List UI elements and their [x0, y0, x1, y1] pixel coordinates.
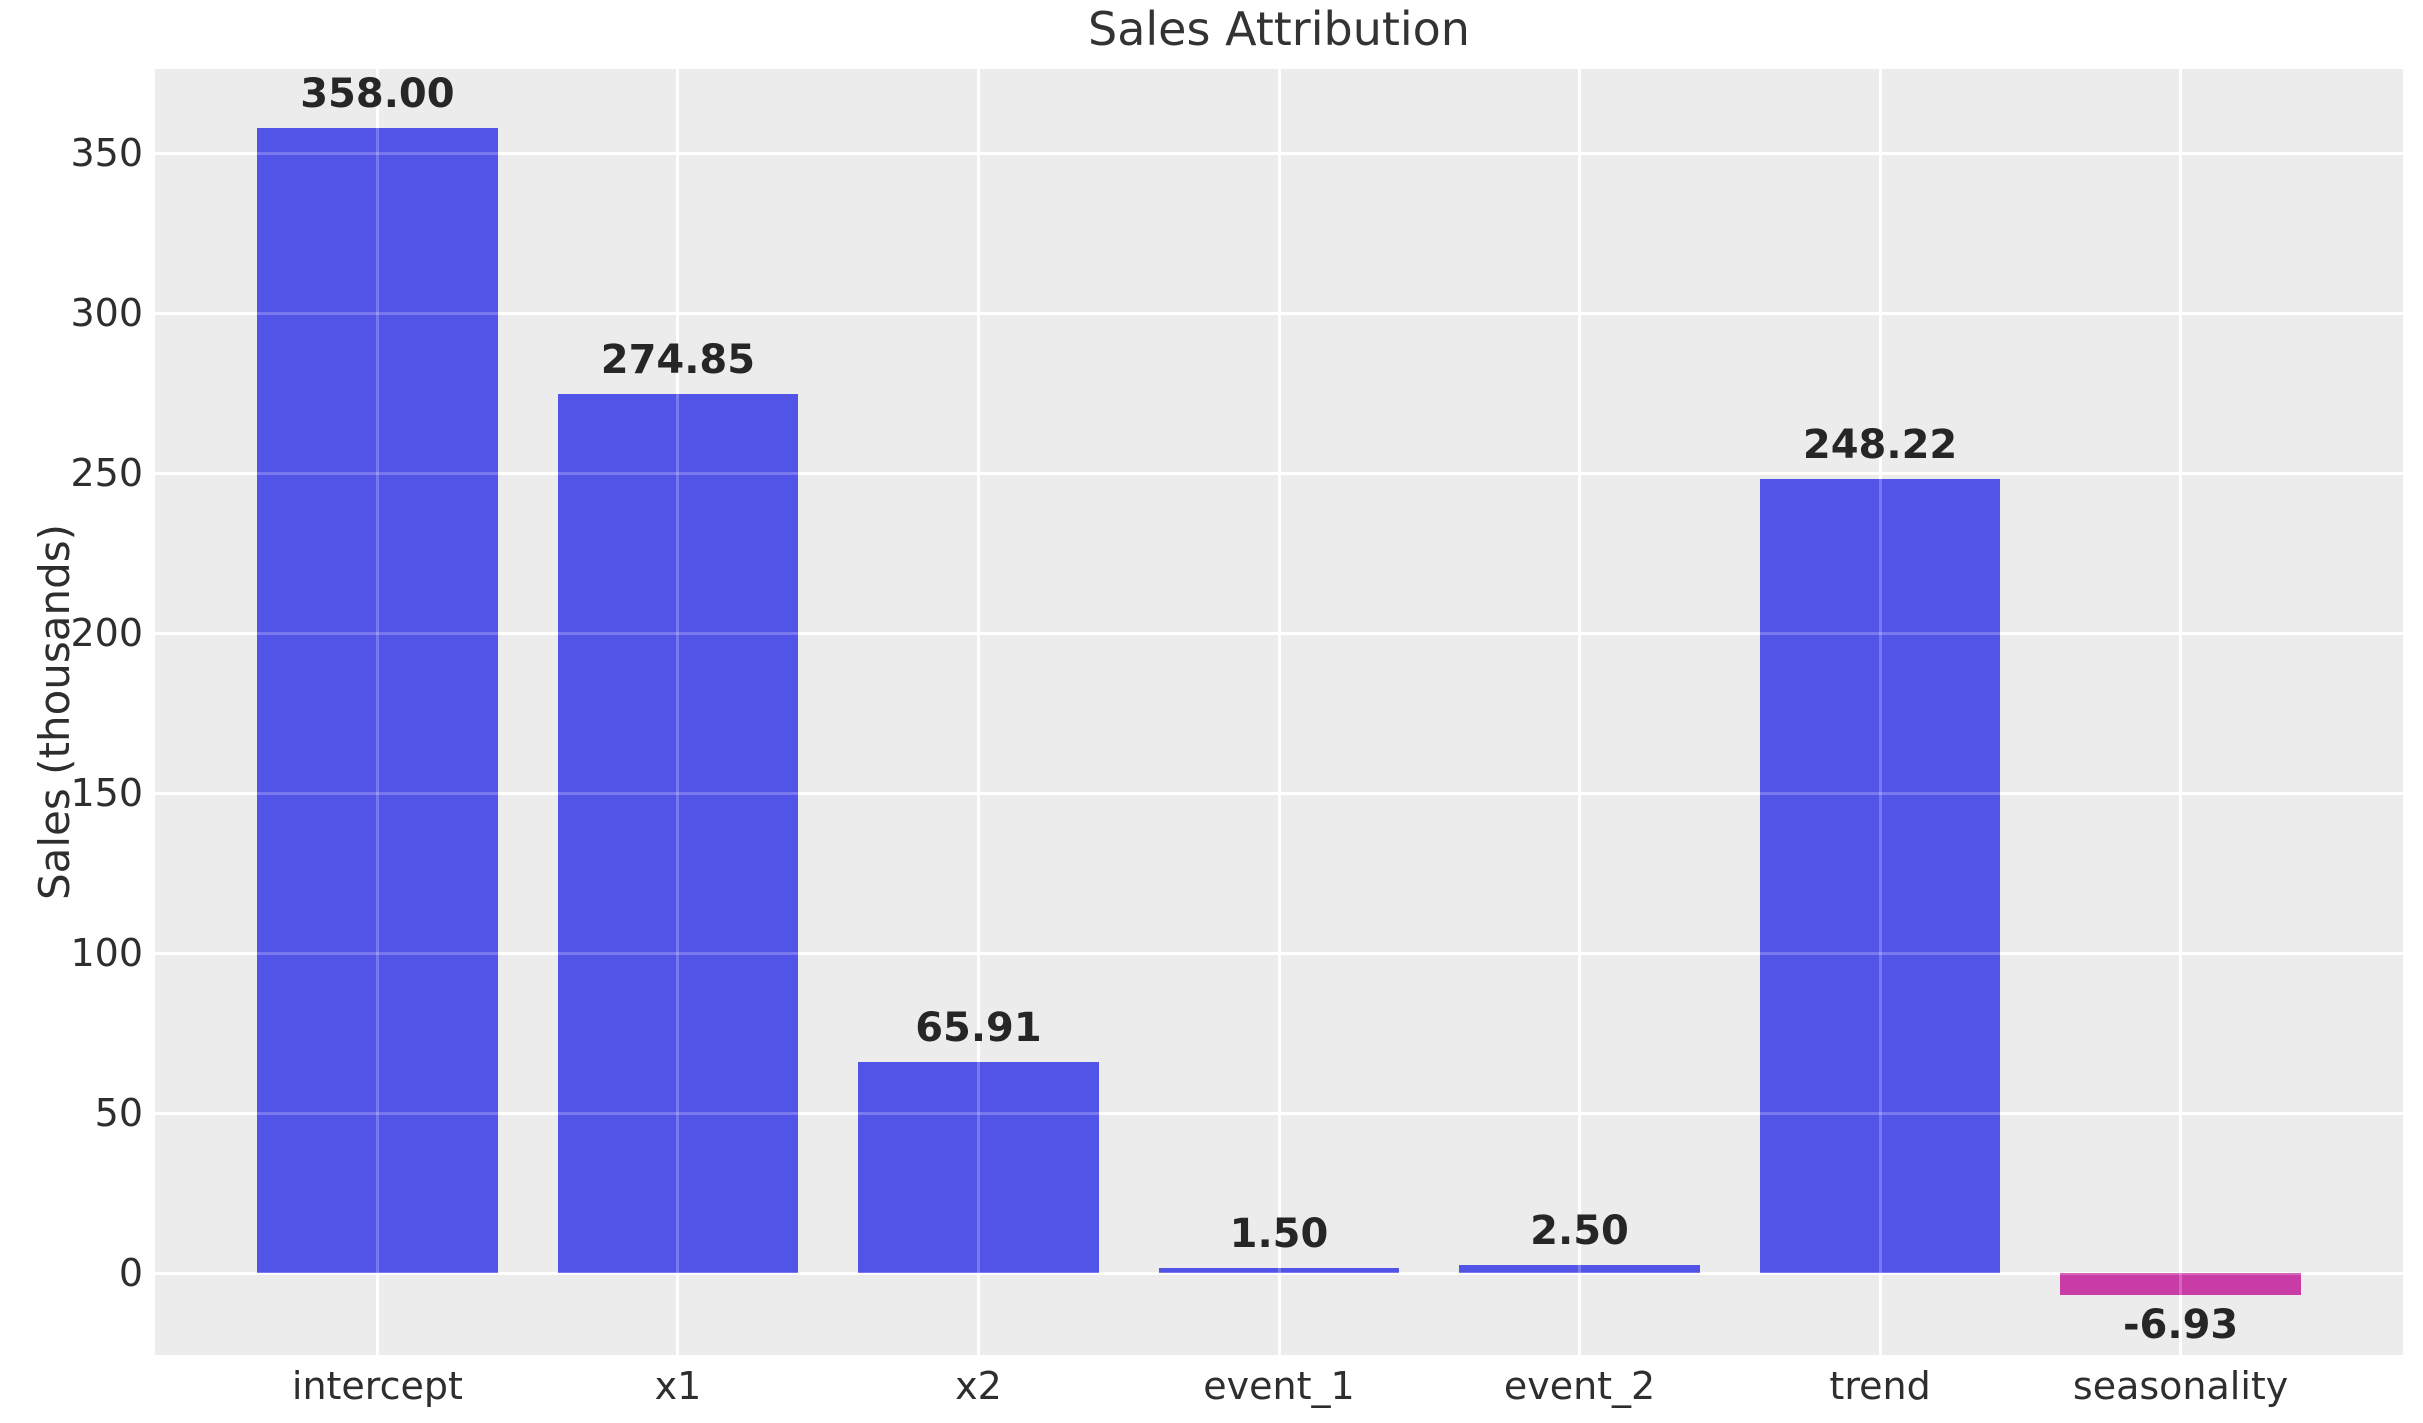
bar-value-x1: 274.85: [600, 336, 756, 383]
bar-event_1: [1158, 1268, 1400, 1274]
x-gridline-seasonality: [2179, 69, 2183, 1355]
y-tick-50: 50: [94, 1091, 143, 1136]
x-gridline-x1: [676, 69, 680, 1355]
x-gridline-event_1: [1277, 69, 1281, 1355]
x-gridline-event_2: [1578, 69, 1582, 1355]
bar-value-event_1: 1.50: [1229, 1211, 1329, 1258]
x-gridline-event_1: [1277, 69, 1281, 1355]
bar-value-trend: 248.22: [1802, 421, 1958, 468]
y-tick-100: 100: [70, 931, 143, 976]
bar-value-intercept: 358.00: [300, 70, 455, 117]
x-tick-x1: x1: [654, 1364, 702, 1408]
x-gridline-x2: [976, 69, 980, 1355]
x-gridline-intercept: [375, 69, 379, 1355]
x-gridline-trend: [1878, 69, 1882, 1355]
y-tick-250: 250: [70, 451, 143, 496]
bar-event_2: [1459, 1265, 1700, 1274]
y-gridline-0: [155, 1271, 2403, 1275]
bar-value-event_2: 2.50: [1530, 1208, 1629, 1255]
bar-value-x2: 65.91: [915, 1005, 1042, 1052]
x-tick-x2: x2: [955, 1364, 1002, 1408]
y-tick-350: 350: [70, 131, 143, 176]
y-gridline-150: [155, 791, 2403, 795]
y-gridline-300: [155, 311, 2403, 315]
x-tick-event_1: event_1: [1203, 1364, 1355, 1408]
chart-title: Sales Attribution: [1088, 2, 1470, 56]
bar-x2: [858, 1062, 1099, 1274]
y-tick-300: 300: [70, 291, 143, 336]
x-gridline-seasonality: [2179, 69, 2183, 1355]
y-gridline-100: [155, 951, 2403, 955]
x-gridline-x2: [976, 69, 980, 1355]
bar-trend: [1759, 478, 2001, 1274]
y-tick-0: 0: [118, 1251, 143, 1296]
plot-area: 358.00 274.85 65.91 1.50 2.50 248.22 -6.93: [155, 69, 2403, 1355]
x-tick-intercept: intercept: [291, 1364, 463, 1408]
bar-x1: [557, 393, 799, 1274]
y-gridline-350: [155, 151, 2403, 155]
x-tick-seasonality: seasonality: [2072, 1364, 2289, 1408]
y-tick-150: 150: [70, 771, 143, 816]
x-gridline-event_2: [1578, 69, 1582, 1355]
y-tick-200: 200: [70, 611, 143, 656]
bar-value-seasonality: -6.93: [2122, 1302, 2239, 1349]
y-gridline-250: [155, 471, 2403, 475]
y-axis-label: Sales (thousands): [30, 523, 79, 901]
y-gridline-50: [155, 1111, 2403, 1115]
bar-seasonality: [2060, 1273, 2301, 1296]
y-gridline-200: [155, 631, 2403, 635]
bar-intercept: [257, 127, 498, 1274]
x-tick-event_2: event_2: [1503, 1364, 1656, 1408]
x-tick-trend: trend: [1829, 1364, 1931, 1408]
